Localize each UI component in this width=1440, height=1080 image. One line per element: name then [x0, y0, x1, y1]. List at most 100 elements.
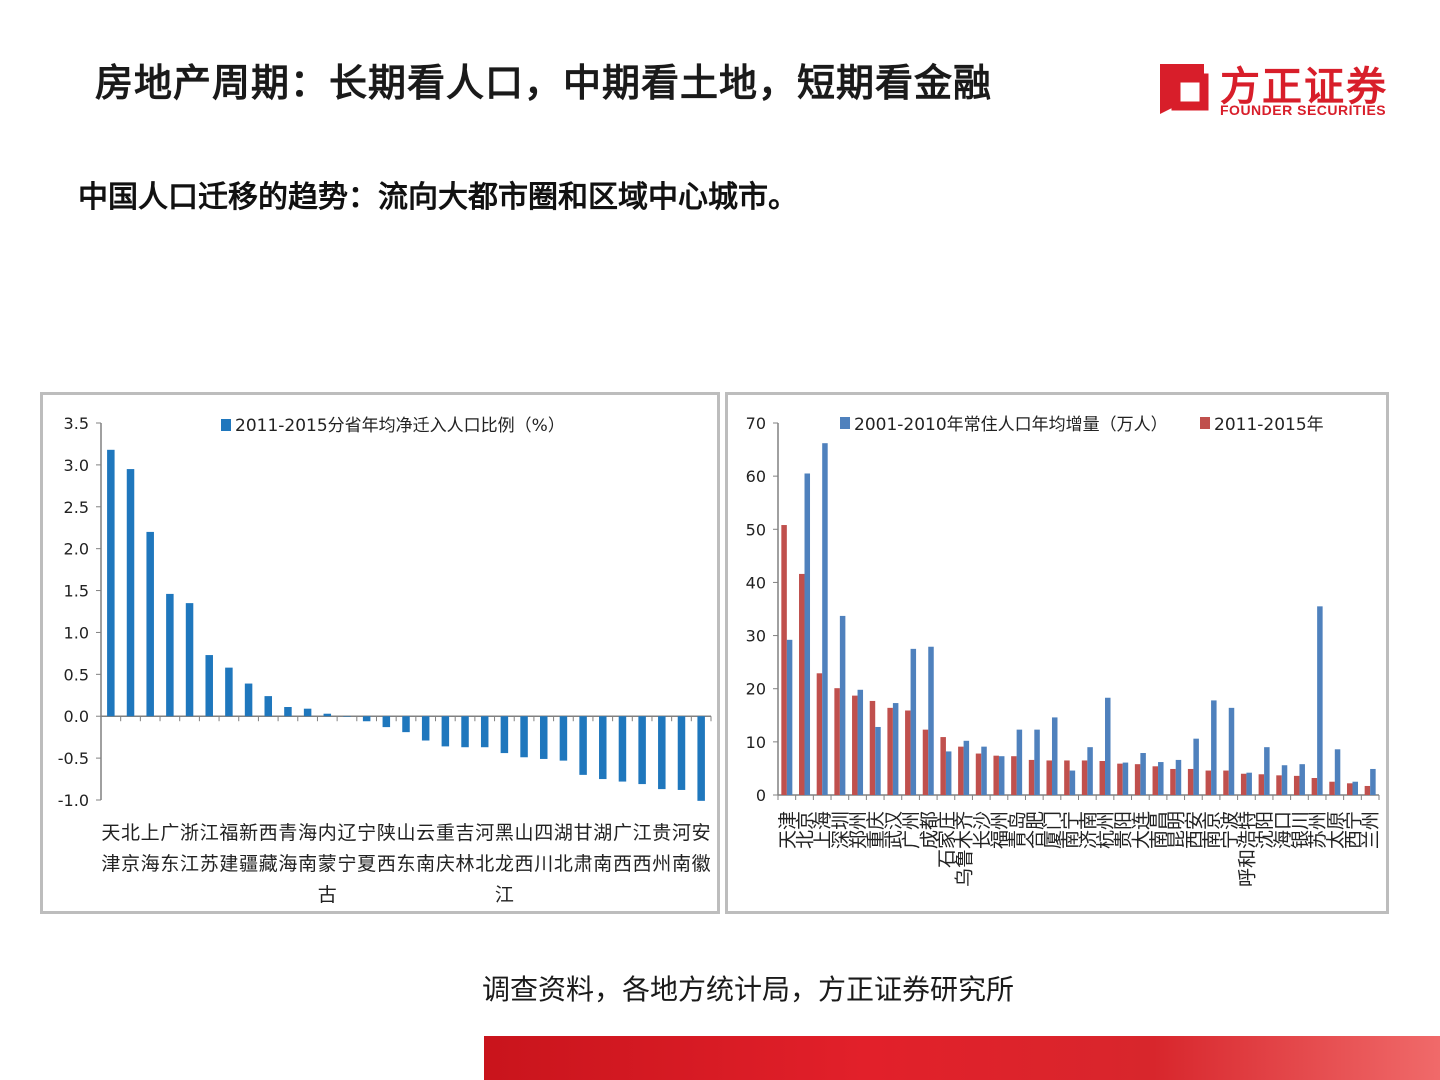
bar-内蒙古	[323, 713, 332, 717]
x-tick-label-福州: 福州	[989, 811, 1011, 849]
x-tick-label-西宁: 西宁	[1342, 811, 1364, 849]
x-tick-label-四川: 四川	[534, 822, 553, 875]
bar-2011-2015-成都	[922, 729, 929, 795]
bar-2001-2010-南昌	[1158, 762, 1164, 795]
x-tick-label-湖北: 湖北	[554, 822, 573, 875]
page-title: 房地产周期：长期看人口，中期看土地，短期看金融	[95, 61, 993, 105]
x-tick-label-甘肃: 甘肃	[574, 822, 593, 875]
x-tick-label-南京: 南京	[1201, 811, 1223, 849]
x-tick-label-深圳: 深圳	[830, 811, 852, 849]
x-tick-label-西藏: 西藏	[259, 822, 278, 875]
x-tick-label-太原: 太原	[1325, 811, 1347, 849]
x-tick-label-郑州: 郑州	[848, 811, 870, 849]
x-tick-label-宁波: 宁波	[1219, 811, 1241, 849]
x-tick-label-陕西: 陕西	[377, 822, 396, 875]
bar-山西	[520, 716, 528, 758]
x-tick-label-广州: 广州	[901, 811, 923, 849]
x-tick-label-河南: 河南	[672, 822, 691, 875]
bar-2011-2015-南京	[1205, 770, 1212, 795]
y-tick-label: 20	[746, 680, 766, 699]
x-tick-label-重庆: 重庆	[865, 811, 887, 849]
x-tick-label-大连: 大连	[1130, 811, 1152, 849]
bar-2001-2010-西宁	[1352, 781, 1358, 795]
bar-2001-2010-深圳	[839, 615, 846, 795]
bar-2001-2010-南京	[1211, 700, 1217, 795]
x-tick-label-银川: 银川	[1289, 811, 1311, 849]
y-tick-label: 2.0	[64, 540, 89, 559]
bar-新疆	[244, 683, 253, 717]
x-tick-label-天津: 天津	[777, 811, 799, 849]
y-tick-label: 1.5	[64, 582, 89, 601]
bar-天津	[107, 449, 115, 717]
x-tick-label-贵州: 贵州	[652, 822, 671, 875]
bar-辽宁	[343, 716, 351, 717]
bar-2011-2015-青岛	[1011, 756, 1017, 795]
bar-2011-2015-昆明	[1170, 768, 1176, 795]
legend-label: 2011-2015分省年均净迁入人口比例（%）	[235, 416, 565, 436]
bar-2001-2010-青岛	[1016, 729, 1023, 795]
x-tick-label-杭州: 杭州	[1095, 811, 1117, 849]
y-tick-label: 0.5	[64, 665, 89, 684]
bar-2011-2015-天津	[781, 525, 787, 795]
bar-2011-2015-福州	[993, 755, 999, 795]
x-tick-label-吉林: 吉林	[456, 822, 475, 875]
bar-2001-2010-昆明	[1175, 759, 1182, 795]
bar-吉林	[461, 716, 469, 748]
bar-2011-2015-济南	[1081, 760, 1088, 795]
x-tick-label-呼和浩特: 呼和浩特	[1236, 811, 1258, 887]
bar-2011-2015-广州	[905, 710, 911, 795]
x-tick-label-海南: 海南	[298, 822, 317, 875]
bar-2011-2015-苏州	[1311, 777, 1318, 795]
bar-青海	[284, 707, 292, 717]
bar-2001-2010-兰州	[1370, 768, 1376, 795]
bar-北京	[126, 469, 135, 717]
x-tick-label-浙江: 浙江	[180, 822, 199, 875]
logo-mark-icon	[1160, 64, 1209, 114]
bar-山东	[402, 716, 410, 733]
bar-2001-2010-沈阳	[1264, 747, 1270, 795]
bar-2011-2015-大连	[1134, 764, 1141, 795]
x-tick-label-北京: 北京	[795, 811, 817, 849]
y-tick-label: 1.0	[64, 623, 89, 642]
x-tick-label-苏州: 苏州	[1307, 811, 1329, 849]
company-logo: 方正证券 FOUNDER SECURITIES	[1150, 56, 1390, 126]
chart-panel-provinces: 3.5 3.0 2.5 2.0 1.5 1.0 0.5 0.0 -0.5 -1.0 天津 北京 上海 广东…	[40, 392, 720, 914]
x-tick-label-山西: 山西	[515, 822, 534, 875]
bar-2001-2010-太原	[1334, 749, 1341, 795]
bar-安徽	[697, 716, 705, 801]
bar-2011-2015-重庆	[869, 700, 876, 795]
x-tick-label-福建: 福建	[219, 822, 238, 875]
y-tick-label: 0.0	[64, 707, 89, 726]
bar-2001-2010-济南	[1087, 747, 1093, 795]
x-tick-label-合肥: 合肥	[1024, 811, 1046, 849]
bar-河南	[677, 716, 686, 790]
bar-2001-2010-武汉	[892, 703, 899, 795]
bar-2001-2010-西安	[1193, 738, 1199, 795]
y-tick-label: -1.0	[58, 791, 89, 810]
bar-2001-2010-乌鲁木齐	[963, 740, 970, 795]
x-tick-label-青岛: 青岛	[1007, 811, 1029, 849]
y-tick-label: 60	[746, 467, 766, 486]
y-tick-label: 2.5	[64, 498, 89, 517]
bar-上海	[146, 531, 154, 717]
x-tick-label-内蒙古: 内蒙古	[318, 822, 337, 906]
x-tick-label-武汉: 武汉	[883, 811, 905, 849]
bar-广西	[618, 716, 627, 782]
x-tick-label-湖南: 湖南	[593, 822, 612, 875]
y-tick-label: 30	[746, 627, 766, 646]
bar-2001-2010-合肥	[1034, 729, 1040, 795]
logo-name-en: FOUNDER SECURITIES	[1220, 102, 1387, 118]
y-tick-label: 3.5	[64, 414, 89, 433]
x-tick-label-新疆: 新疆	[239, 822, 258, 875]
source-note: 调查资料，各地方统计局，方正证券研究所	[482, 973, 1015, 1006]
x-tick-label-广西: 广西	[613, 822, 632, 875]
x-tick-label-南昌: 南昌	[1148, 811, 1170, 849]
x-tick-label-重庆: 重庆	[436, 822, 455, 875]
x-tick-label-长沙: 长沙	[971, 811, 993, 849]
bar-2011-2015-上海	[816, 673, 823, 795]
bar-重庆	[441, 716, 450, 747]
legend-label-2001-2010: 2001-2010年常住人口年均增量（万人）	[854, 415, 1168, 435]
x-tick-label-河北: 河北	[475, 822, 494, 875]
x-tick-label-南宁: 南宁	[1060, 811, 1082, 849]
bar-海南	[303, 708, 312, 717]
